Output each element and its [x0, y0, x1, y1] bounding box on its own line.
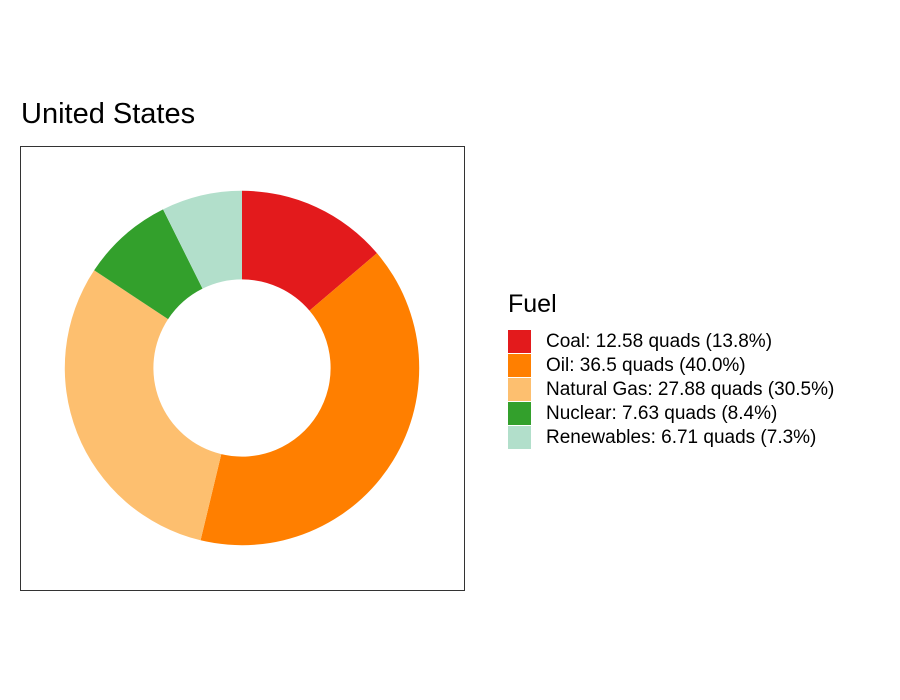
legend-title: Fuel: [508, 290, 557, 318]
legend-key-natural-gas: [508, 377, 531, 401]
legend-item-renewables: Renewables: 6.71 quads (7.3%): [508, 425, 834, 449]
legend-item-oil: Oil: 36.5 quads (40.0%): [508, 353, 834, 377]
slice-nuclear: [94, 209, 203, 320]
slice-oil: [200, 253, 420, 546]
chart-title: United States: [21, 98, 196, 130]
legend-label-renewables: Renewables: 6.71 quads (7.3%): [546, 426, 817, 448]
legend-label-coal: Coal: 12.58 quads (13.8%): [546, 330, 773, 352]
slice-coal: [242, 190, 377, 311]
legend-item-nuclear: Nuclear: 7.63 quads (8.4%): [508, 401, 834, 425]
legend-key-renewables: [508, 425, 531, 449]
plot-panel: [20, 146, 465, 591]
legend-item-coal: Coal: 12.58 quads (13.8%): [508, 329, 834, 353]
legend-label-natural-gas: Natural Gas: 27.88 quads (30.5%): [546, 378, 835, 400]
slice-natural-gas: [64, 270, 222, 541]
legend-items: Coal: 12.58 quads (13.8%) Oil: 36.5 quads…: [508, 329, 834, 449]
legend-key-oil: [508, 353, 531, 377]
legend-label-nuclear: Nuclear: 7.63 quads (8.4%): [546, 402, 778, 424]
slice-renewables: [163, 190, 243, 289]
legend-key-coal: [508, 329, 531, 353]
donut-chart: [64, 190, 420, 546]
legend-key-nuclear: [508, 401, 531, 425]
legend-item-natural-gas: Natural Gas: 27.88 quads (30.5%): [508, 377, 834, 401]
legend: Fuel Coal: 12.58 quads (13.8%) Oil: 36.5 …: [508, 287, 834, 449]
legend-label-oil: Oil: 36.5 quads (40.0%): [546, 354, 746, 376]
